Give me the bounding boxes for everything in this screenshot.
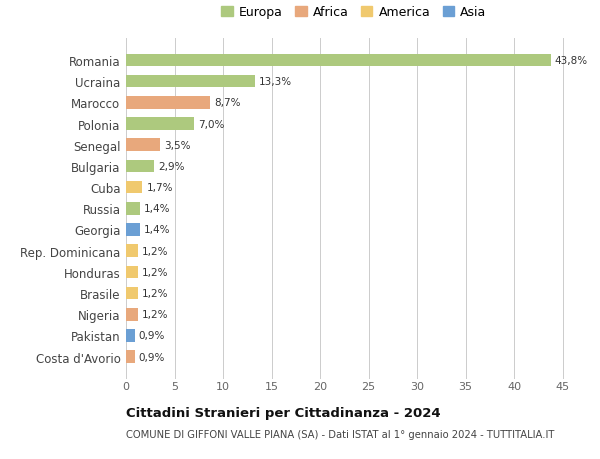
Text: 8,7%: 8,7% bbox=[214, 98, 241, 108]
Bar bbox=[126, 266, 137, 279]
Bar bbox=[126, 330, 135, 342]
Bar bbox=[126, 181, 142, 194]
Bar bbox=[126, 351, 135, 363]
Text: 1,7%: 1,7% bbox=[146, 183, 173, 193]
Bar bbox=[126, 55, 551, 67]
Text: 13,3%: 13,3% bbox=[259, 77, 292, 87]
Bar bbox=[126, 118, 194, 131]
Text: 0,9%: 0,9% bbox=[139, 352, 165, 362]
Text: COMUNE DI GIFFONI VALLE PIANA (SA) - Dati ISTAT al 1° gennaio 2024 - TUTTITALIA.: COMUNE DI GIFFONI VALLE PIANA (SA) - Dat… bbox=[126, 429, 554, 439]
Bar bbox=[126, 308, 137, 321]
Bar bbox=[126, 202, 140, 215]
Bar bbox=[126, 245, 137, 257]
Bar bbox=[126, 160, 154, 173]
Text: 43,8%: 43,8% bbox=[555, 56, 588, 66]
Bar bbox=[126, 224, 140, 236]
Text: 0,9%: 0,9% bbox=[139, 331, 165, 341]
Text: 1,2%: 1,2% bbox=[142, 246, 168, 256]
Text: 1,4%: 1,4% bbox=[143, 225, 170, 235]
Legend: Europa, Africa, America, Asia: Europa, Africa, America, Asia bbox=[221, 6, 487, 19]
Bar bbox=[126, 287, 137, 300]
Text: 1,4%: 1,4% bbox=[143, 204, 170, 214]
Bar bbox=[126, 97, 211, 109]
Text: 7,0%: 7,0% bbox=[198, 119, 224, 129]
Text: 1,2%: 1,2% bbox=[142, 288, 168, 298]
Bar bbox=[126, 76, 255, 88]
Text: 1,2%: 1,2% bbox=[142, 267, 168, 277]
Bar bbox=[126, 139, 160, 152]
Text: 2,9%: 2,9% bbox=[158, 162, 185, 172]
Text: 3,5%: 3,5% bbox=[164, 140, 190, 151]
Text: Cittadini Stranieri per Cittadinanza - 2024: Cittadini Stranieri per Cittadinanza - 2… bbox=[126, 406, 440, 419]
Text: 1,2%: 1,2% bbox=[142, 310, 168, 319]
